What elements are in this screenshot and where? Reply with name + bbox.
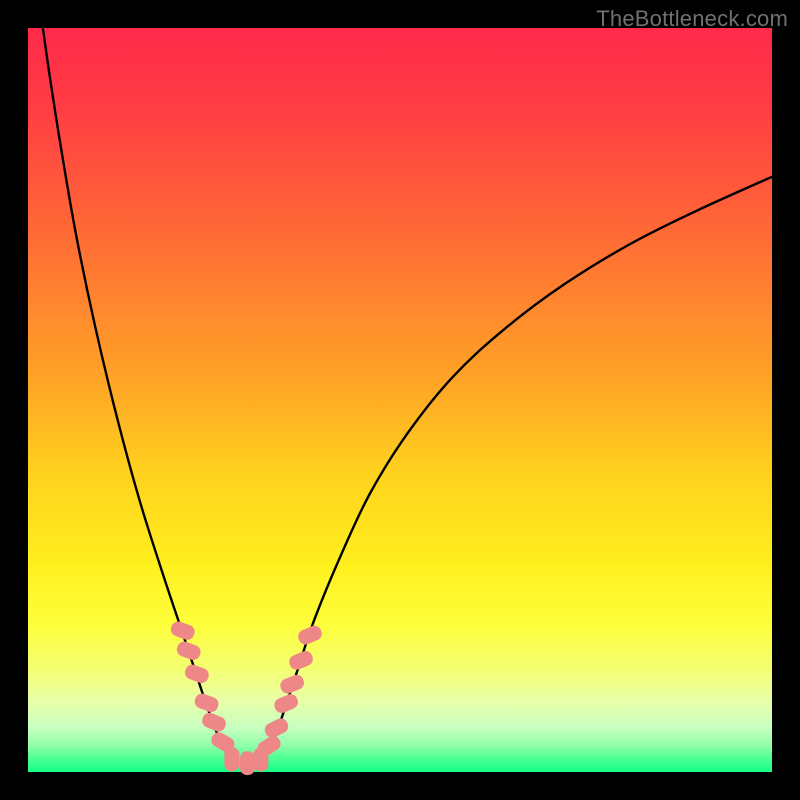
sample-marker xyxy=(169,619,197,641)
sample-marker xyxy=(193,692,221,714)
bottleneck-curve-right xyxy=(259,177,772,765)
sample-marker xyxy=(175,640,203,662)
sample-marker xyxy=(287,649,315,672)
sample-markers-group xyxy=(169,619,324,775)
sample-marker xyxy=(272,692,300,715)
chart-curves-layer xyxy=(28,28,772,772)
sample-marker xyxy=(183,663,211,685)
sample-marker xyxy=(240,751,255,775)
sample-marker xyxy=(296,624,324,647)
sample-marker xyxy=(200,711,228,734)
plot-area xyxy=(28,28,772,772)
bottleneck-curve-left xyxy=(43,28,238,765)
sample-marker xyxy=(224,747,239,771)
sample-marker xyxy=(278,673,306,696)
sample-marker xyxy=(262,716,290,740)
watermark-text: TheBottleneck.com xyxy=(596,6,788,32)
sample-marker xyxy=(253,747,268,771)
